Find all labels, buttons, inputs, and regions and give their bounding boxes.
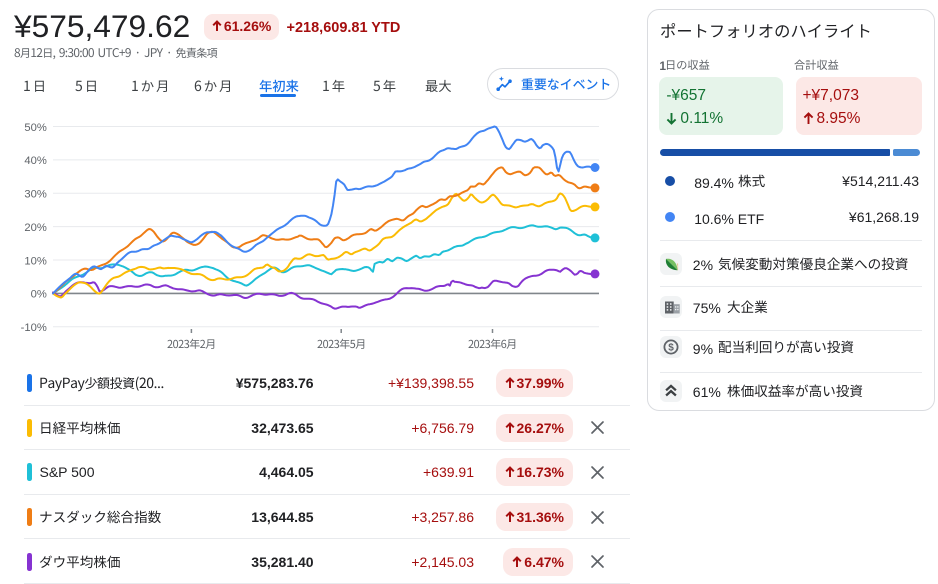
svg-text:30%: 30% [24,189,46,201]
svg-text:50%: 50% [24,122,46,134]
svg-text:-10%: -10% [21,322,47,334]
svg-text:20%: 20% [24,222,46,234]
svg-text:0%: 0% [31,289,47,301]
svg-text:$: $ [668,343,674,354]
svg-text:10%: 10% [24,255,46,267]
svg-text:40%: 40% [24,155,46,167]
